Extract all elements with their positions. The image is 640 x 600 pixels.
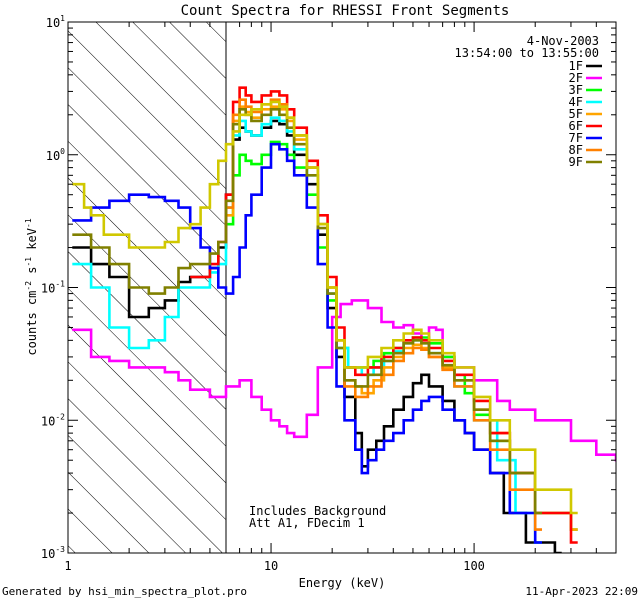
ylabel-sup2: -1: [24, 257, 33, 267]
series-2F-line: [72, 299, 616, 462]
y-tick-label: 100: [46, 147, 65, 163]
ylabel-sup1: -2: [24, 281, 33, 291]
legend-date: 4-Nov-2003: [527, 34, 599, 48]
annotation-attenuator: Att A1, FDecim 1: [249, 516, 365, 530]
y-tick-label: 10-2: [41, 412, 65, 428]
series-group: [72, 86, 616, 553]
x-tick-label: 1: [64, 559, 71, 573]
footer-timestamp: 11-Apr-2023 22:09: [525, 585, 638, 598]
legend-label-5F: 5F: [569, 107, 583, 121]
series-7F-line: [72, 142, 542, 544]
ylabel-mid1: s: [25, 267, 39, 281]
x-axis-label: Energy (keV): [299, 576, 386, 590]
legend-time-range: 13:54:00 to 13:55:00: [455, 46, 600, 60]
legend-label-1F: 1F: [569, 59, 583, 73]
legend-label-9F: 9F: [569, 155, 583, 169]
ylabel-mid2: keV: [25, 228, 39, 257]
legend-label-6F: 6F: [569, 119, 583, 133]
series-yellow-line: [72, 100, 578, 515]
y-tick-label: 10-1: [41, 280, 65, 296]
chart-title: Count Spectra for RHESSI Front Segments: [181, 3, 510, 19]
footer-generated-by: Generated by hsi_min_spectra_plot.pro: [2, 585, 247, 598]
legend-label-2F: 2F: [569, 71, 583, 85]
legend-label-8F: 8F: [569, 143, 583, 157]
x-tick-label: 10: [264, 559, 278, 573]
y-axis-label: counts cm-2 s-1 keV-1: [24, 218, 39, 355]
tick-labels: 1 10 100 101 100 10-1 10-2 10-3: [41, 14, 485, 573]
y-tick-label: 101: [46, 14, 65, 30]
series-6F-line: [190, 86, 578, 544]
legend-label-7F: 7F: [569, 131, 583, 145]
legend-label-4F: 4F: [569, 95, 583, 109]
series-9F-line: [72, 108, 542, 515]
ylabel-base: counts cm: [25, 291, 39, 356]
annotation-background: Includes Background: [249, 504, 386, 518]
y-tick-label: 10-3: [41, 545, 65, 561]
x-tick-label: 100: [463, 559, 485, 573]
legend-label-3F: 3F: [569, 83, 583, 97]
axis-ticks: [67, 21, 617, 554]
ylabel-sup3: -1: [24, 218, 33, 228]
